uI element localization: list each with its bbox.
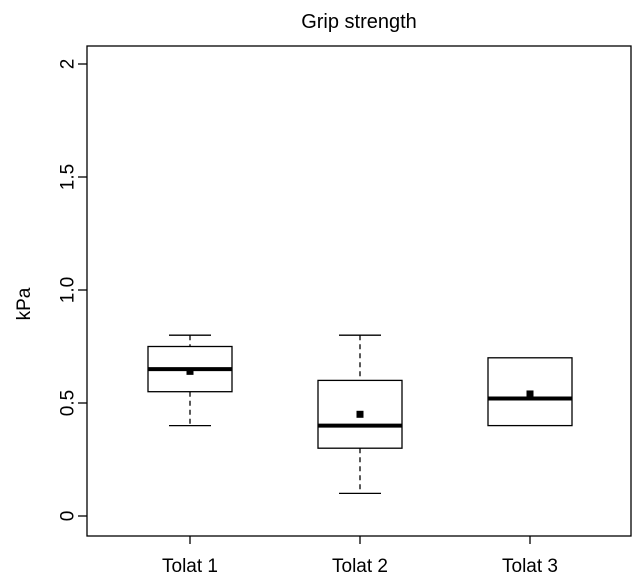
x-tick-label: Tolat 2 xyxy=(332,556,388,577)
box-group xyxy=(147,334,233,427)
boxes xyxy=(147,334,573,495)
y-tick-label: 0.5 xyxy=(58,390,79,416)
plot-frame xyxy=(86,45,632,537)
x-tick-label: Tolat 3 xyxy=(502,556,558,577)
box-group xyxy=(317,334,403,495)
y-tick-label: 1.5 xyxy=(58,164,79,190)
x-axis: Tolat 1 Tolat 2 Tolat 3 xyxy=(162,536,558,577)
box-group xyxy=(487,357,573,427)
y-tick-label: 1.0 xyxy=(58,277,79,303)
box-mean-marker xyxy=(186,367,194,375)
y-axis: 0 0.5 1.0 1.5 2 xyxy=(58,59,87,522)
chart-title: Grip strength xyxy=(301,11,417,33)
box-mean-marker xyxy=(526,390,534,398)
y-tick-label: 2 xyxy=(58,59,79,70)
box-mean-marker xyxy=(356,410,364,418)
x-tick-label: Tolat 1 xyxy=(162,556,218,577)
y-tick-label: 0 xyxy=(58,511,79,522)
y-axis-label: kPa xyxy=(14,287,35,320)
